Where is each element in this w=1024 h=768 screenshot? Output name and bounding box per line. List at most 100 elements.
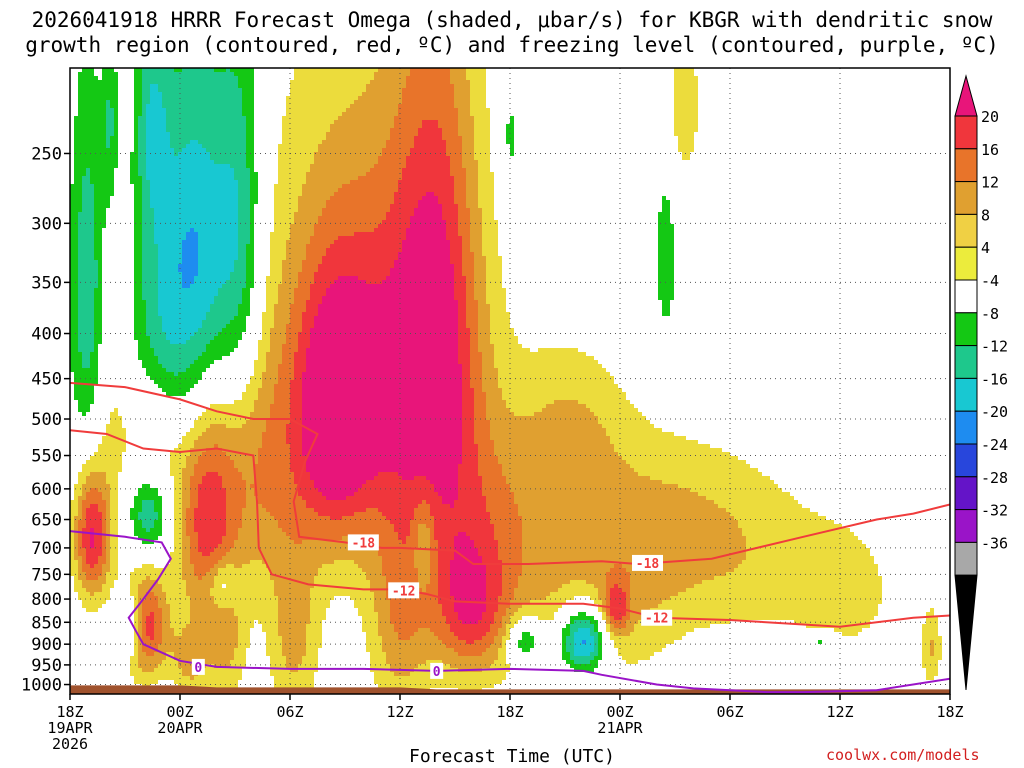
omega-cell xyxy=(302,312,318,316)
omega-cell xyxy=(518,508,726,512)
omega-cell xyxy=(106,424,122,428)
omega-cell xyxy=(286,108,346,112)
omega-cell xyxy=(78,100,106,104)
omega-cell xyxy=(138,164,146,168)
omega-cell xyxy=(238,308,250,312)
omega-cell xyxy=(190,140,198,144)
omega-cell xyxy=(374,600,390,604)
omega-cell xyxy=(134,652,138,656)
omega-cell xyxy=(658,280,674,284)
omega-cell xyxy=(134,604,138,608)
omega-cell xyxy=(250,232,254,236)
omega-cell xyxy=(94,328,102,332)
omega-cell xyxy=(274,680,314,684)
omega-cell xyxy=(290,312,302,316)
omega-cell xyxy=(246,164,254,168)
omega-cell xyxy=(142,616,146,620)
omega-cell xyxy=(82,536,90,540)
omega-cell xyxy=(458,480,482,484)
omega-cell xyxy=(330,244,402,248)
omega-cell xyxy=(282,128,330,132)
omega-cell xyxy=(102,496,110,500)
omega-cell xyxy=(134,72,142,76)
omega-cell xyxy=(134,188,142,192)
omega-cell xyxy=(198,272,230,276)
omega-cell xyxy=(658,212,670,216)
omega-cell xyxy=(294,540,302,544)
omega-cell xyxy=(110,560,118,564)
colorbar-segment xyxy=(954,476,978,511)
omega-cell xyxy=(410,72,450,76)
omega-cell xyxy=(94,196,110,200)
omega-cell xyxy=(482,560,502,564)
x-tick-label: 18Z xyxy=(56,703,83,721)
contour-label-bg xyxy=(347,534,379,551)
omega-cell xyxy=(94,540,102,544)
omega-cell xyxy=(86,548,102,552)
omega-cell xyxy=(286,336,298,340)
omega-cell xyxy=(606,624,610,628)
omega-cell xyxy=(282,640,306,644)
omega-cell xyxy=(478,328,490,332)
omega-cell xyxy=(446,616,458,620)
omega-cell xyxy=(286,240,310,244)
omega-cell xyxy=(926,668,938,672)
omega-cell xyxy=(74,536,78,540)
omega-cell xyxy=(454,92,470,96)
omega-cell xyxy=(70,220,78,224)
omega-cell xyxy=(446,220,458,224)
omega-cell xyxy=(182,528,186,532)
omega-cell xyxy=(398,112,458,116)
omega-cell xyxy=(134,640,138,644)
omega-cell xyxy=(386,140,414,144)
omega-cell xyxy=(78,104,106,108)
omega-cell xyxy=(282,344,298,348)
omega-cell xyxy=(182,508,186,512)
omega-cell xyxy=(274,388,290,392)
omega-cell xyxy=(486,588,502,592)
omega-cell xyxy=(410,224,446,228)
omega-cell xyxy=(182,552,190,556)
omega-cell xyxy=(486,284,502,288)
omega-cell xyxy=(214,444,218,448)
credit-text[interactable]: coolwx.com/models xyxy=(826,746,980,764)
omega-cell xyxy=(462,272,474,276)
omega-cell xyxy=(442,496,458,500)
omega-cell xyxy=(186,528,194,532)
omega-cell xyxy=(102,528,106,532)
omega-cell xyxy=(462,388,474,392)
omega-cell xyxy=(514,496,706,500)
omega-cell xyxy=(302,264,318,268)
omega-cell xyxy=(154,208,238,212)
omega-cell xyxy=(198,264,234,268)
omega-cell xyxy=(270,408,290,412)
omega-cell xyxy=(466,192,478,196)
omega-cell xyxy=(474,148,490,152)
omega-cell xyxy=(314,324,458,328)
omega-cell xyxy=(250,208,254,212)
omega-cell xyxy=(190,284,222,288)
omega-cell xyxy=(294,220,318,224)
omega-cell xyxy=(514,612,554,616)
omega-cell xyxy=(246,252,254,256)
omega-cell xyxy=(314,272,390,276)
omega-cell xyxy=(578,612,586,616)
omega-cell xyxy=(290,84,366,88)
omega-cell xyxy=(162,328,198,332)
omega-cell xyxy=(378,156,406,160)
omega-cell xyxy=(102,72,118,76)
omega-cell xyxy=(134,328,146,332)
omega-cell xyxy=(286,256,306,260)
omega-cell xyxy=(242,96,254,100)
omega-cell xyxy=(286,328,302,332)
omega-cell xyxy=(106,432,126,436)
omega-cell xyxy=(430,480,458,484)
omega-cell xyxy=(522,632,530,636)
omega-cell xyxy=(418,544,430,548)
omega-cell xyxy=(278,596,310,600)
omega-cell xyxy=(502,620,510,624)
omega-cell xyxy=(134,132,138,136)
omega-cell xyxy=(618,652,654,656)
omega-cell xyxy=(246,276,254,280)
omega-cell xyxy=(258,340,270,344)
